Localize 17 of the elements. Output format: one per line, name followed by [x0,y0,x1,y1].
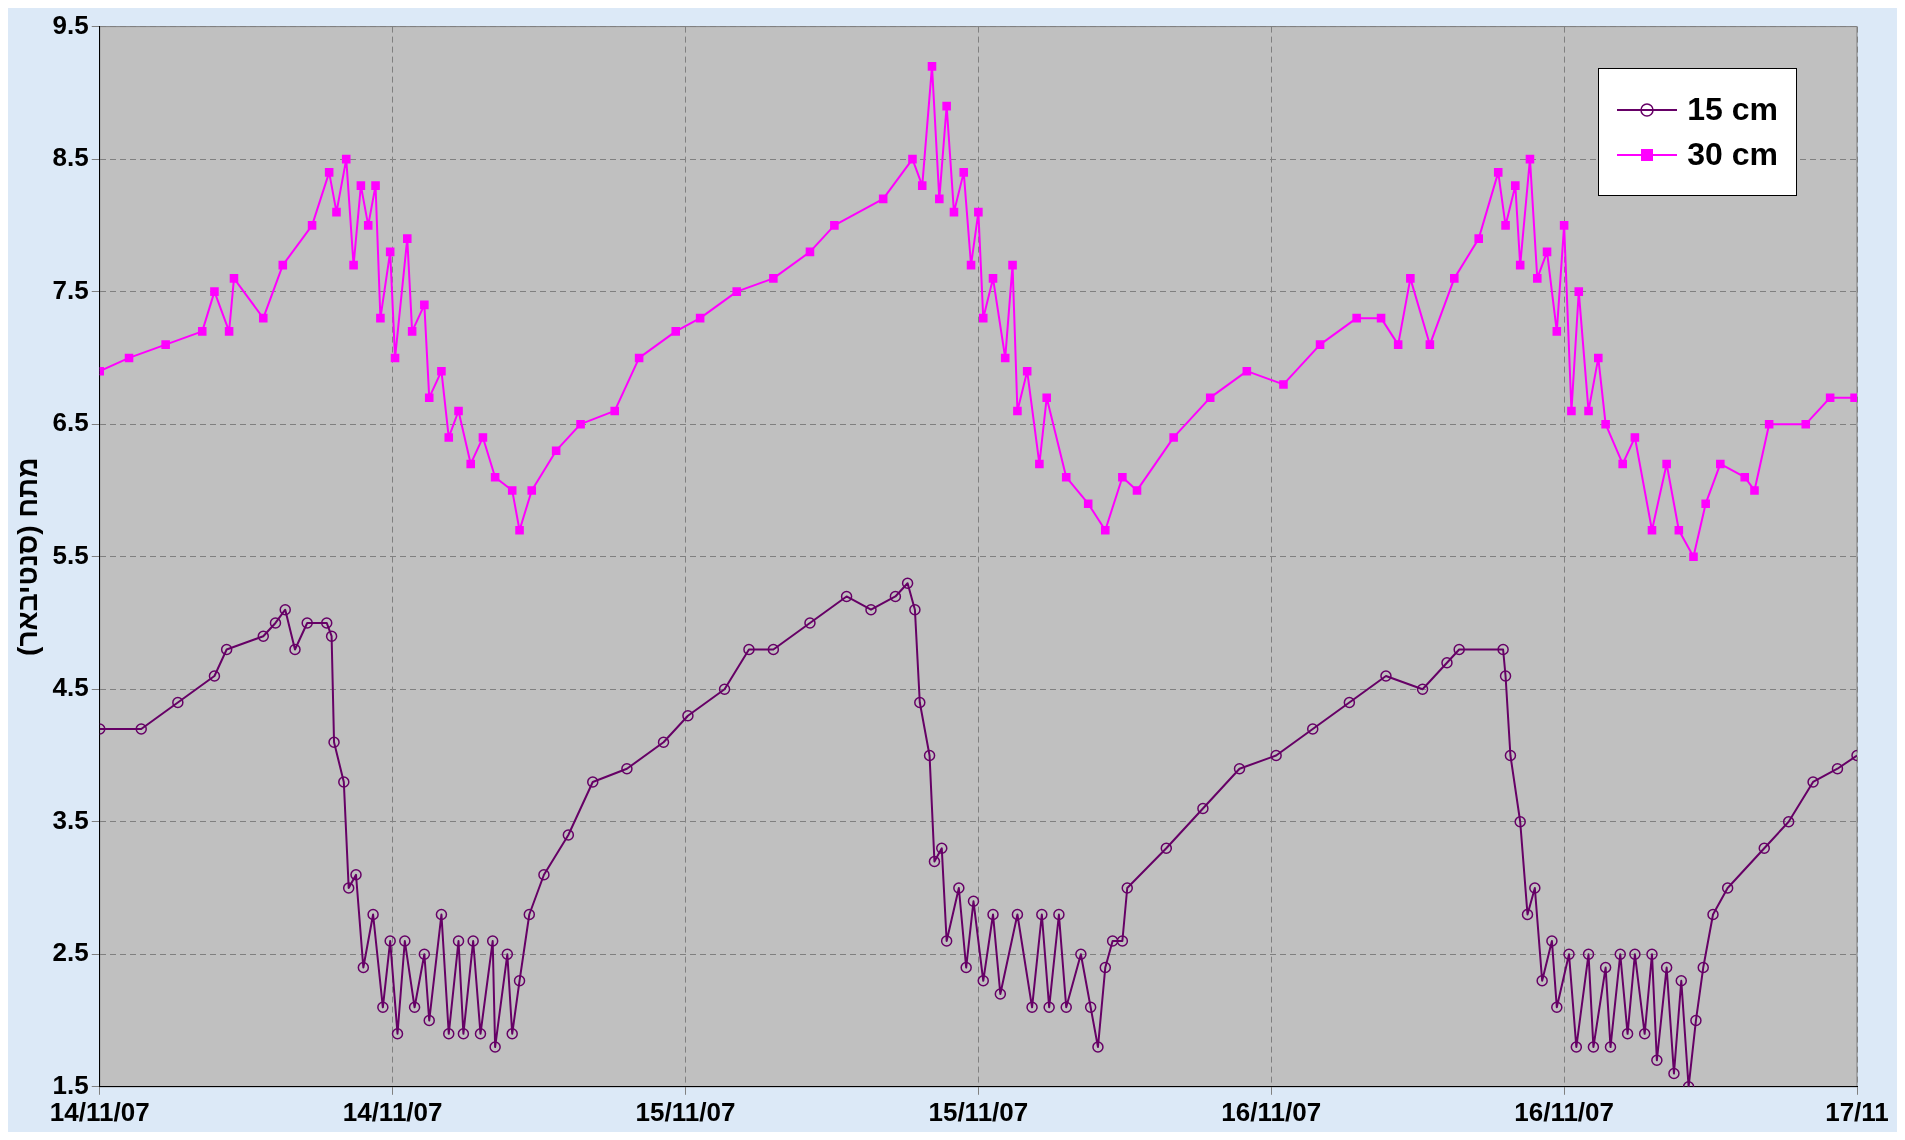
y-tick-label: 3.5 [52,804,89,835]
legend-label: 15 cm [1687,91,1778,128]
y-tick-label: 2.5 [52,937,89,968]
y-axis-title: מתח (סנטיבאר) [11,457,43,656]
y-tick-label: 5.5 [52,539,89,570]
y-tick-label: 8.5 [52,142,89,173]
legend-label: 30 cm [1687,136,1778,173]
y-tick-label: 7.5 [52,274,89,305]
x-tick-label: 17/11 [1825,1096,1889,1127]
y-tick-label: 6.5 [52,407,89,438]
x-tick-label: 15/11/07 [928,1096,1029,1127]
y-tick-label: 9.5 [52,9,89,40]
x-tick-label: 16/11/07 [1514,1096,1615,1127]
y-tick-label: 4.5 [52,672,89,703]
x-tick-label: 14/11/07 [342,1096,443,1127]
x-tick-label: 15/11/07 [635,1096,736,1127]
x-tick-label: 16/11/07 [1221,1096,1322,1127]
